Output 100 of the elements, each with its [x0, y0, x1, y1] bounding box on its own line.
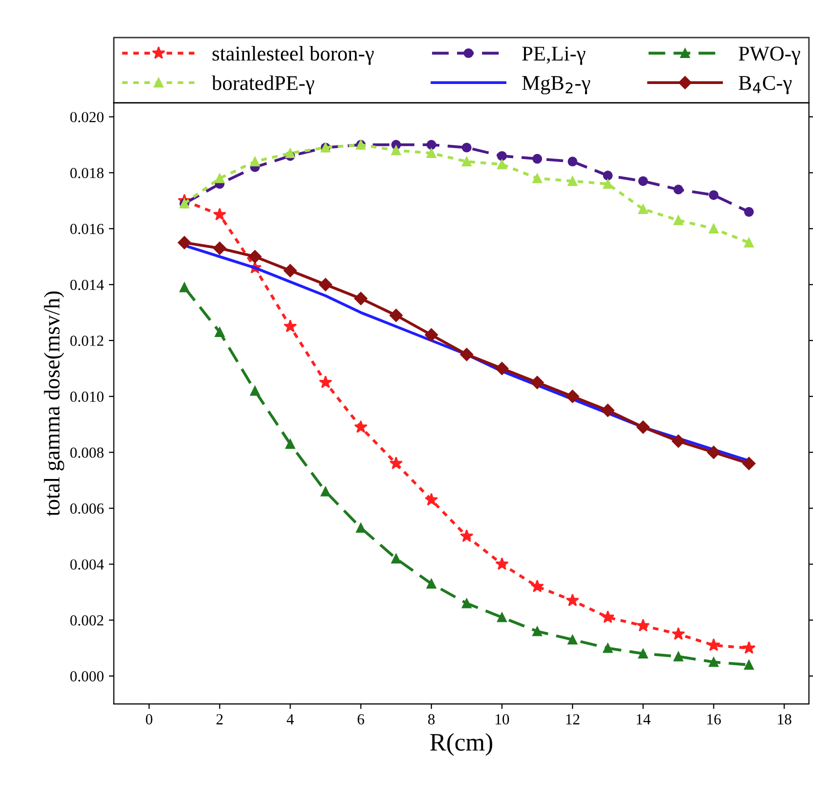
- x-tick-label: 16: [707, 714, 721, 724]
- point: [707, 638, 720, 652]
- point: [708, 657, 719, 667]
- point: [530, 580, 544, 592]
- point: [495, 557, 509, 570]
- point: [354, 292, 368, 306]
- point: [426, 578, 436, 589]
- point: [568, 156, 578, 166]
- y-tick-label: 0.014: [70, 280, 104, 290]
- point: [744, 207, 754, 217]
- point: [214, 173, 225, 184]
- point: [638, 648, 648, 659]
- point: [318, 278, 332, 292]
- legend-label: B$_{4}$C-γ: [738, 76, 792, 94]
- point: [389, 456, 403, 470]
- point: [284, 320, 297, 332]
- legend-label: MgB$_{2}$-γ: [522, 76, 590, 94]
- x-axis-title: R(cm): [430, 733, 492, 756]
- point: [636, 618, 650, 632]
- point: [460, 529, 474, 542]
- point: [602, 643, 613, 653]
- legend-label: PE,Li-γ: [522, 46, 586, 65]
- point: [284, 264, 297, 278]
- legend-label: boratedPE-γ: [212, 75, 314, 94]
- point: [601, 404, 614, 417]
- point: [708, 190, 719, 200]
- point: [462, 156, 472, 166]
- point: [424, 492, 438, 506]
- point: [568, 176, 578, 186]
- point: [424, 328, 438, 342]
- point: [213, 242, 226, 255]
- x-tick-label: 18: [778, 714, 792, 724]
- point: [178, 236, 191, 250]
- point: [391, 146, 401, 156]
- point: [462, 598, 472, 608]
- point: [672, 434, 685, 448]
- point: [426, 140, 436, 150]
- point: [566, 390, 580, 404]
- point: [744, 238, 754, 248]
- point: [742, 641, 756, 654]
- point: [285, 148, 296, 158]
- y-tick-label: 0.006: [70, 503, 104, 514]
- y-tick-label: 0.020: [70, 112, 104, 122]
- point: [354, 420, 368, 433]
- point: [390, 308, 403, 322]
- point: [742, 456, 756, 470]
- point: [602, 170, 613, 180]
- y-tick-label: 0.004: [70, 559, 104, 570]
- y-tick-label: 0.018: [70, 168, 104, 178]
- point: [391, 554, 401, 564]
- point: [566, 594, 580, 606]
- point: [214, 327, 225, 337]
- y-tick-label: 0.010: [70, 392, 104, 402]
- point: [674, 215, 684, 226]
- y-axis-title: total gamma dose(msv/h): [44, 291, 64, 516]
- point: [285, 439, 296, 449]
- point: [250, 386, 260, 396]
- x-tick-label: 14: [636, 714, 650, 724]
- y-tick-label: 0.012: [70, 336, 104, 346]
- point: [318, 375, 332, 388]
- point: [250, 156, 260, 166]
- y-tick-label: 0.008: [70, 447, 104, 458]
- point: [180, 282, 190, 292]
- point: [497, 612, 507, 622]
- point: [530, 376, 544, 390]
- x-tick-label: 10: [496, 714, 510, 724]
- point: [602, 179, 613, 189]
- point: [320, 486, 330, 496]
- point: [495, 362, 509, 376]
- point: [674, 184, 684, 194]
- x-tick-label: 4: [286, 714, 294, 724]
- point: [672, 627, 686, 640]
- point: [601, 610, 614, 624]
- point: [708, 224, 719, 234]
- point: [356, 522, 366, 533]
- point: [638, 176, 648, 186]
- point: [460, 348, 474, 362]
- point: [532, 154, 542, 164]
- point: [707, 446, 720, 459]
- legend-label: stainlesteel boron-γ: [212, 46, 374, 65]
- point: [248, 250, 262, 264]
- x-tick-label: 2: [216, 714, 223, 724]
- point: [497, 159, 507, 170]
- point: [636, 420, 650, 434]
- y-tick-label: 0.002: [70, 615, 104, 626]
- x-tick-label: 0: [146, 714, 152, 724]
- legend-label: PWO-γ: [738, 46, 800, 65]
- point: [426, 148, 436, 158]
- point: [674, 652, 684, 662]
- x-tick-label: 12: [566, 714, 580, 724]
- point: [213, 208, 226, 220]
- point: [462, 142, 472, 152]
- x-tick-label: 8: [428, 714, 435, 724]
- point: [638, 204, 648, 214]
- point: [532, 173, 542, 184]
- point: [744, 660, 754, 670]
- y-tick-label: 0.000: [70, 671, 104, 682]
- point: [568, 634, 578, 645]
- point: [497, 151, 507, 161]
- y-tick-label: 0.016: [70, 224, 104, 234]
